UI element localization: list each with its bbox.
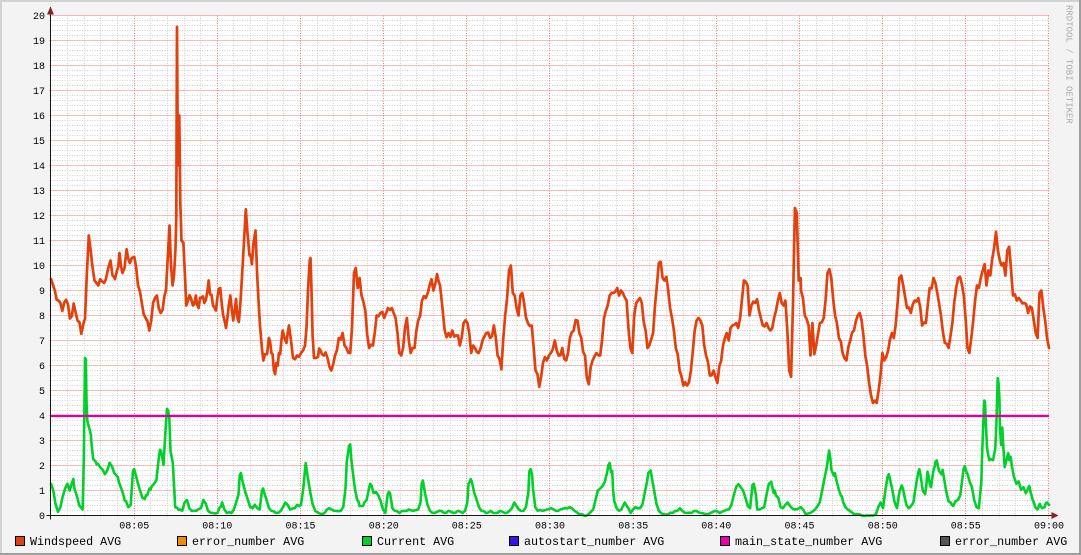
svg-text:4: 4 [39, 412, 45, 423]
svg-text:08:05: 08:05 [119, 521, 149, 532]
svg-text:5: 5 [39, 387, 45, 398]
svg-text:0: 0 [39, 512, 45, 523]
svg-text:7: 7 [39, 337, 45, 348]
svg-text:12: 12 [33, 212, 45, 223]
svg-text:11: 11 [33, 237, 45, 248]
svg-text:08:20: 08:20 [369, 521, 399, 532]
svg-text:2: 2 [39, 462, 45, 473]
svg-text:6: 6 [39, 362, 45, 373]
svg-text:08:30: 08:30 [535, 521, 565, 532]
svg-text:8: 8 [39, 312, 45, 323]
svg-text:08:40: 08:40 [701, 521, 731, 532]
svg-text:13: 13 [33, 187, 45, 198]
svg-text:17: 17 [33, 87, 45, 98]
svg-text:08:35: 08:35 [618, 521, 648, 532]
svg-text:08:25: 08:25 [452, 521, 482, 532]
svg-text:3: 3 [39, 437, 45, 448]
svg-text:error_number AVG: error_number AVG [192, 535, 304, 549]
svg-text:RRDTOOL / TOBI OETIKER: RRDTOOL / TOBI OETIKER [1064, 5, 1074, 124]
svg-text:19: 19 [33, 37, 45, 48]
svg-text:08:15: 08:15 [285, 521, 315, 532]
svg-text:9: 9 [39, 287, 45, 298]
svg-text:Current AVG: Current AVG [377, 535, 454, 549]
svg-text:error_number AVG: error_number AVG [955, 535, 1067, 549]
svg-text:16: 16 [33, 112, 45, 123]
svg-text:15: 15 [33, 137, 45, 148]
svg-text:14: 14 [33, 162, 45, 173]
svg-text:Windspeed AVG: Windspeed AVG [30, 535, 121, 549]
svg-text:09:00: 09:00 [1034, 521, 1064, 532]
svg-text:10: 10 [33, 262, 45, 273]
svg-text:08:55: 08:55 [951, 521, 981, 532]
svg-text:autostart_number AVG: autostart_number AVG [524, 535, 664, 549]
svg-text:18: 18 [33, 62, 45, 73]
svg-text:08:10: 08:10 [202, 521, 232, 532]
svg-text:08:50: 08:50 [868, 521, 898, 532]
svg-text:20: 20 [33, 12, 45, 23]
svg-text:1: 1 [39, 487, 45, 498]
svg-text:main_state_number AVG: main_state_number AVG [735, 535, 882, 549]
svg-text:08:45: 08:45 [784, 521, 814, 532]
